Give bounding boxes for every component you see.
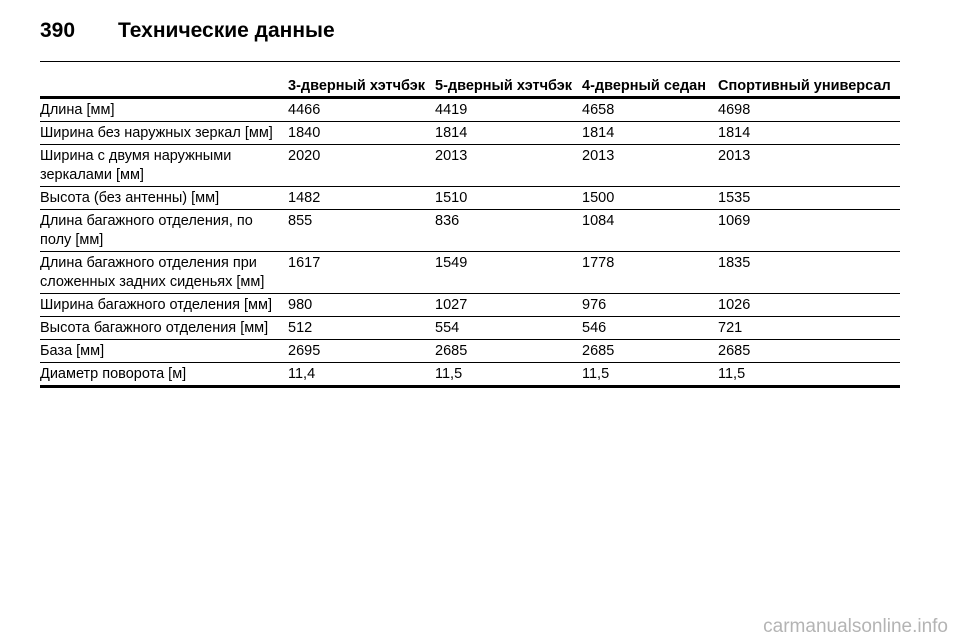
column-header: Спортивный универсал [718, 78, 891, 94]
cell-value: 4466 [288, 102, 321, 118]
watermark: carmanualsonline.info [763, 616, 948, 637]
row-label: Длина багажного отделения при сложенных … [40, 255, 265, 290]
cell-value: 1510 [435, 190, 468, 206]
cell-value: 1084 [582, 213, 615, 229]
cell-value: 976 [582, 297, 607, 313]
cell-value: 1535 [718, 190, 751, 206]
cell-value: 1617 [288, 255, 321, 271]
row-label: Диаметр поворота [м] [40, 366, 187, 382]
cell-value: 4658 [582, 102, 615, 118]
cell-value: 2685 [718, 343, 751, 359]
spec-table: 3-дверный хэтчбэк 5-дверный хэтчбэк 4-двер… [40, 76, 900, 388]
header-rule [40, 61, 900, 62]
table-header-row: 3-дверный хэтчбэк 5-дверный хэтчбэк 4-двер… [40, 76, 900, 99]
cell-value: 2013 [582, 148, 615, 164]
cell-value: 980 [288, 297, 313, 313]
column-header: 3-дверный хэтчбэк [288, 78, 426, 94]
cell-value: 11,5 [435, 366, 463, 382]
cell-value: 2013 [435, 148, 468, 164]
table-row: Ширина без наружных зеркал [мм] 1840 1814 1… [40, 122, 900, 145]
cell-value: 855 [288, 213, 313, 229]
row-label: Ширина багажного отделения [мм] [40, 297, 273, 313]
cell-value: 1778 [582, 255, 615, 271]
table-row: Высота багажного отделения [мм] 512 554 546… [40, 317, 900, 340]
cell-value: 512 [288, 320, 313, 336]
cell-value: 11,5 [718, 366, 746, 382]
table-row: Длина [мм] 4466 4419 4658 4698 [40, 99, 900, 122]
cell-value: 1549 [435, 255, 468, 271]
table-row: Ширина с двумя наружными зеркалами [мм] 2… [40, 145, 900, 187]
row-label: Длина [мм] [40, 102, 115, 118]
cell-value: 721 [718, 320, 743, 336]
cell-value: 836 [435, 213, 460, 229]
cell-value: 2685 [582, 343, 615, 359]
cell-value: 1069 [718, 213, 751, 229]
table-row: База [мм] 2695 2685 2685 2685 [40, 340, 900, 363]
cell-value: 2020 [288, 148, 321, 164]
row-label: Ширина без наружных зеркал [мм] [40, 125, 273, 141]
cell-value: 1814 [582, 125, 615, 141]
cell-value: 11,4 [288, 366, 316, 382]
table-row: Высота (без антенны) [мм] 1482 1510 1500 153… [40, 187, 900, 210]
cell-value: 1027 [435, 297, 468, 313]
cell-value: 1814 [718, 125, 751, 141]
cell-value: 1482 [288, 190, 321, 206]
row-label: База [мм] [40, 343, 105, 359]
cell-value: 554 [435, 320, 460, 336]
cell-value: 1835 [718, 255, 751, 271]
cell-value: 1840 [288, 125, 321, 141]
page-number: 390 [40, 19, 76, 42]
cell-value: 1026 [718, 297, 751, 313]
page-title: Технические данные [118, 19, 335, 42]
table-row: Длина багажного отделения, по полу [мм] 8… [40, 210, 900, 252]
cell-value: 11,5 [582, 366, 610, 382]
row-label: Высота (без антенны) [мм] [40, 190, 220, 206]
cell-value: 2695 [288, 343, 321, 359]
table-row: Диаметр поворота [м] 11,4 11,5 11,5 11,5 [40, 363, 900, 388]
cell-value: 4419 [435, 102, 468, 118]
cell-value: 546 [582, 320, 607, 336]
cell-value: 4698 [718, 102, 751, 118]
row-label: Ширина с двумя наружными зеркалами [мм] [40, 148, 232, 183]
row-label: Высота багажного отделения [мм] [40, 320, 269, 336]
cell-value: 1500 [582, 190, 615, 206]
cell-value: 2013 [718, 148, 751, 164]
column-header: 4-дверный седан [582, 78, 706, 94]
table-row: Длина багажного отделения при сложенных … [40, 252, 900, 294]
table-row: Ширина багажного отделения [мм] 980 1027 97… [40, 294, 900, 317]
cell-value: 1814 [435, 125, 468, 141]
row-label: Длина багажного отделения, по полу [мм] [40, 213, 253, 248]
column-header [40, 76, 288, 96]
column-header: 5-дверный хэтчбэк [435, 78, 573, 94]
cell-value: 2685 [435, 343, 468, 359]
